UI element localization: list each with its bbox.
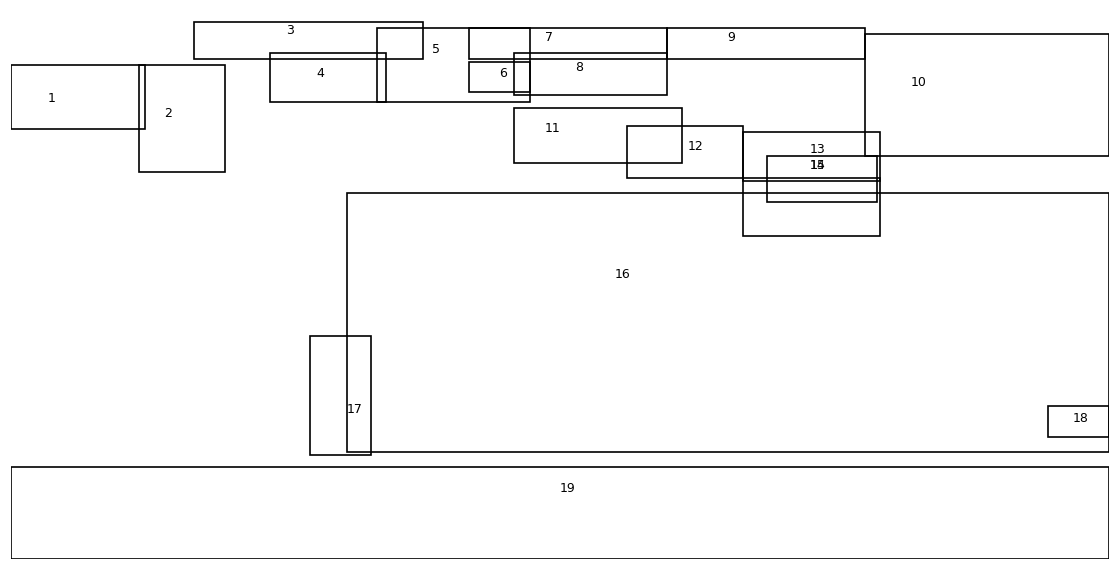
Text: 18: 18	[1072, 412, 1089, 424]
Text: 11: 11	[544, 122, 560, 135]
Text: 3: 3	[286, 24, 293, 38]
Bar	[468, 28, 666, 59]
Text: 12: 12	[688, 141, 703, 154]
Bar	[270, 53, 386, 102]
Bar	[743, 132, 880, 181]
Bar	[139, 65, 225, 172]
Bar	[865, 35, 1109, 156]
Text: 8: 8	[576, 61, 584, 74]
Bar	[1048, 406, 1109, 437]
Bar	[743, 178, 880, 236]
Bar	[310, 336, 371, 455]
Text: 17: 17	[346, 402, 363, 415]
Bar	[194, 22, 423, 59]
Bar	[514, 108, 682, 163]
Bar	[346, 193, 1109, 452]
Text: 15: 15	[810, 159, 825, 172]
Text: 14: 14	[810, 159, 825, 172]
Text: 13: 13	[810, 143, 825, 156]
Bar	[514, 53, 666, 96]
Bar	[468, 62, 530, 92]
Text: 6: 6	[500, 67, 507, 80]
Bar	[666, 28, 865, 59]
Bar	[377, 28, 530, 102]
Text: 9: 9	[728, 31, 736, 44]
Bar	[767, 156, 877, 202]
Text: 7: 7	[544, 31, 553, 44]
Bar	[11, 65, 146, 129]
Text: 2: 2	[164, 107, 171, 120]
Text: 4: 4	[316, 67, 324, 80]
Text: 16: 16	[615, 269, 631, 282]
Text: 1: 1	[48, 92, 56, 105]
Bar	[627, 126, 743, 178]
Bar	[11, 467, 1109, 559]
Text: 10: 10	[911, 76, 926, 89]
Text: 5: 5	[432, 43, 440, 56]
Text: 19: 19	[560, 482, 576, 495]
